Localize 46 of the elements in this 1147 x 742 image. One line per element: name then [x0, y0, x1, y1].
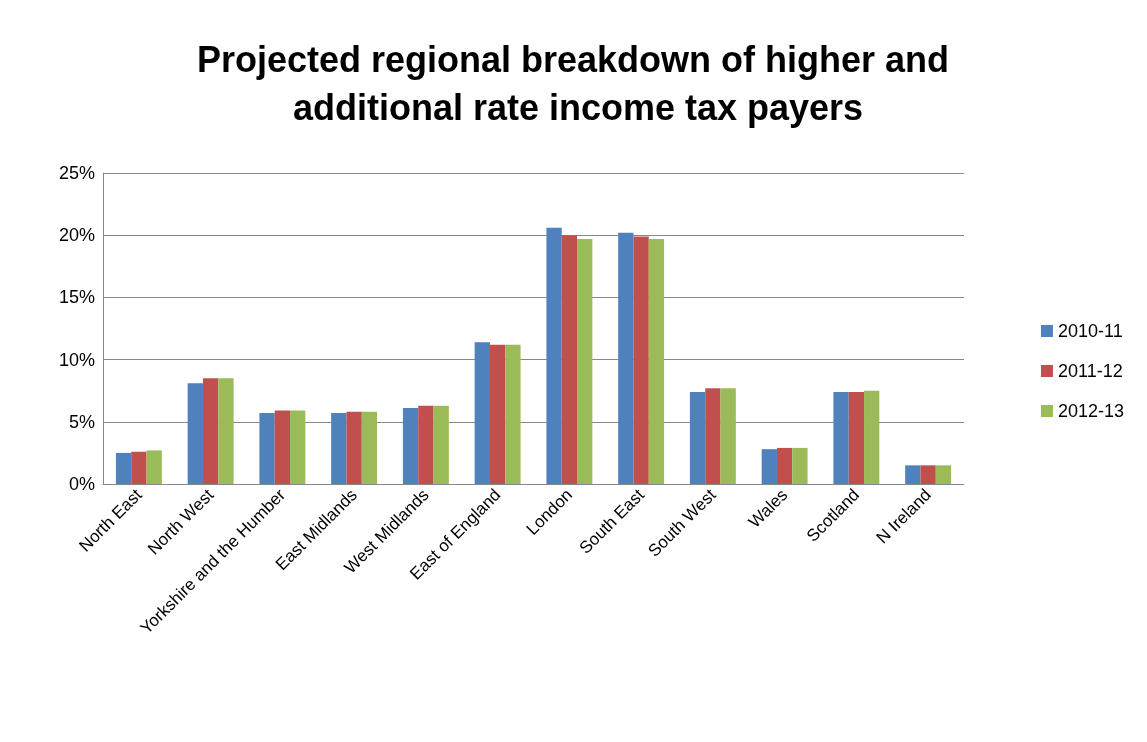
legend-label: 2012-13 — [1057, 401, 1124, 421]
bar — [689, 391, 706, 484]
bar — [331, 413, 347, 484]
chart-title: Projected regional breakdown of higher and additional rate income tax payers — [196, 38, 960, 128]
y-tick-label: 0% — [68, 474, 95, 494]
bar — [187, 383, 203, 484]
bar — [864, 390, 880, 484]
bar — [474, 342, 490, 484]
bar — [833, 391, 849, 484]
y-tick-label: 5% — [68, 411, 95, 432]
bar — [218, 378, 234, 484]
bar — [402, 408, 419, 484]
bar — [115, 452, 132, 484]
bar — [705, 388, 721, 484]
legend-label: 2010-11 — [1057, 321, 1123, 341]
bar — [259, 413, 275, 484]
bar — [346, 411, 362, 484]
bar — [848, 391, 865, 484]
bar — [505, 344, 521, 484]
bar — [433, 405, 449, 484]
bar — [935, 465, 952, 484]
bar — [418, 405, 434, 484]
bar — [633, 236, 649, 484]
bar — [546, 227, 562, 484]
bar — [361, 411, 378, 484]
y-tick-label: 10% — [58, 349, 95, 370]
bar — [202, 378, 219, 484]
bar — [561, 235, 578, 484]
bar — [648, 238, 665, 484]
y-tick-label: 25% — [58, 163, 95, 183]
bar — [776, 447, 793, 484]
y-tick-label: 20% — [58, 225, 95, 246]
bar — [489, 344, 506, 484]
bar — [274, 410, 291, 484]
bar — [146, 450, 162, 484]
bar — [792, 447, 808, 484]
y-tick-label: 15% — [58, 287, 95, 308]
bar — [131, 451, 147, 484]
bar — [290, 410, 306, 484]
legend-label: 2011-12 — [1057, 361, 1123, 381]
bar — [905, 465, 921, 484]
bar — [761, 449, 777, 484]
bar — [577, 238, 593, 484]
bar — [920, 465, 936, 484]
bar — [720, 388, 736, 484]
bar — [618, 232, 634, 484]
